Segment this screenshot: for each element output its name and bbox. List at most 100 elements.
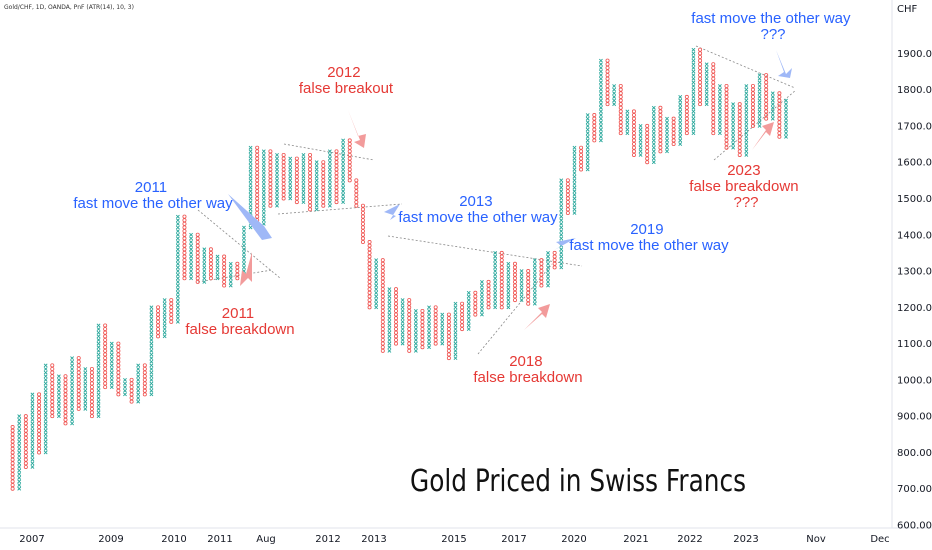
pnf-x-mark: [612, 84, 617, 88]
pnf-x-mark: [43, 367, 48, 371]
annotations: 2011 fast move the other way 2011 false …: [73, 10, 854, 386]
pnf-o-mark: [605, 91, 610, 96]
pnf-x-mark: [341, 149, 346, 154]
pnf-x-mark: [453, 327, 458, 332]
pnf-o-mark: [354, 203, 359, 208]
pnf-o-mark: [169, 319, 174, 324]
pnf-o-mark: [658, 105, 663, 110]
pnf-o-column: [10, 425, 15, 491]
pnf-x-mark: [56, 410, 61, 415]
pnf-x-mark: [374, 287, 379, 292]
pnf-o-mark: [433, 327, 438, 332]
pnf-x-mark: [400, 330, 405, 335]
pnf-x-mark: [374, 294, 379, 299]
pnf-x-mark: [704, 73, 709, 78]
pnf-o-mark: [23, 461, 28, 466]
pnf-x-mark: [717, 120, 722, 125]
pnf-x-mark: [493, 283, 498, 288]
pnf-o-mark: [698, 51, 703, 56]
pnf-o-mark: [268, 152, 273, 157]
pnf-o-mark: [473, 294, 478, 299]
pnf-x-mark: [242, 232, 246, 237]
pnf-o-mark: [208, 258, 213, 263]
pnf-x-mark: [43, 410, 48, 415]
pnf-o-mark: [526, 272, 531, 277]
pnf-x-column: [30, 392, 35, 469]
pnf-x-mark: [480, 312, 484, 317]
pnf-o-mark: [321, 163, 326, 168]
pnf-o-mark: [777, 131, 782, 136]
pnf-x-mark: [189, 276, 194, 281]
pnf-o-mark: [63, 410, 68, 415]
pnf-x-column: [314, 160, 319, 212]
pnf-o-mark: [321, 167, 326, 172]
pnf-x-mark: [572, 203, 577, 208]
pnf-x-mark: [43, 385, 48, 390]
pnf-o-mark: [308, 152, 313, 157]
pnf-o-mark: [526, 287, 531, 292]
pnf-x-mark: [559, 196, 564, 201]
pnf-o-mark: [764, 76, 769, 81]
pnf-o-column: [50, 363, 55, 419]
pnf-o-mark: [142, 388, 147, 393]
pnf-x-mark: [175, 218, 180, 223]
pnf-o-mark: [367, 272, 372, 277]
pnf-x-mark: [175, 247, 180, 252]
pnf-o-mark: [433, 308, 438, 313]
pnf-x-mark: [301, 196, 306, 201]
currency-label[interactable]: CHF: [897, 4, 918, 15]
pnf-x-mark: [400, 312, 405, 317]
pnf-x-mark: [341, 142, 346, 146]
pnf-o-mark: [777, 116, 782, 121]
pnf-x-mark: [17, 468, 22, 473]
pnf-x-mark: [374, 283, 379, 288]
pnf-x-mark: [665, 127, 669, 132]
pnf-x-mark: [149, 309, 154, 313]
pnf-x-mark: [314, 192, 319, 197]
pnf-o-mark: [579, 160, 584, 165]
pnf-x-mark: [691, 76, 696, 81]
pnf-o-mark: [631, 116, 636, 121]
pnf-o-mark: [711, 131, 716, 136]
pnf-x-mark: [301, 171, 306, 176]
pnf-x-mark: [248, 196, 253, 201]
pnf-x-mark: [30, 461, 35, 466]
pnf-x-mark: [691, 51, 696, 56]
pnf-o-column: [294, 156, 299, 205]
pnf-o-mark: [605, 76, 610, 81]
pnf-x-mark: [757, 98, 762, 103]
pnf-o-mark: [407, 308, 412, 313]
pnf-x-mark: [261, 167, 266, 172]
pnf-x-mark: [717, 98, 722, 103]
pnf-x-column: [149, 305, 154, 397]
pnf-x-mark: [493, 287, 498, 292]
pnf-x-mark: [585, 156, 590, 161]
pnf-o-mark: [393, 308, 398, 313]
pnf-x-column: [109, 341, 114, 390]
pnf-o-mark: [367, 276, 372, 281]
pnf-x-mark: [43, 446, 48, 451]
pnf-x-mark: [598, 84, 603, 88]
pnf-x-mark: [400, 309, 405, 313]
pnf-o-mark: [268, 160, 273, 165]
pnf-x-mark: [374, 258, 379, 263]
pnf-x-column: [546, 250, 550, 288]
pnf-x-mark: [731, 102, 736, 107]
pnf-x-mark: [149, 323, 154, 328]
pnf-x-mark: [559, 178, 564, 183]
pnf-x-mark: [400, 341, 405, 346]
pnf-o-mark: [420, 345, 425, 350]
pnf-o-mark: [460, 327, 465, 332]
pnf-o-mark: [380, 334, 385, 339]
pnf-x-mark: [242, 265, 246, 270]
annotation-2023-fast-move: fast move the other way ???: [691, 10, 854, 43]
pnf-x-mark: [149, 363, 154, 368]
pnf-x-mark: [248, 189, 253, 194]
pnf-x-mark: [453, 348, 458, 353]
pnf-x-mark: [56, 414, 61, 419]
pnf-o-mark: [684, 102, 689, 107]
pnf-o-mark: [10, 432, 15, 437]
pnf-x-mark: [215, 261, 220, 266]
pnf-x-mark: [288, 178, 293, 183]
pnf-x-mark: [387, 330, 392, 335]
